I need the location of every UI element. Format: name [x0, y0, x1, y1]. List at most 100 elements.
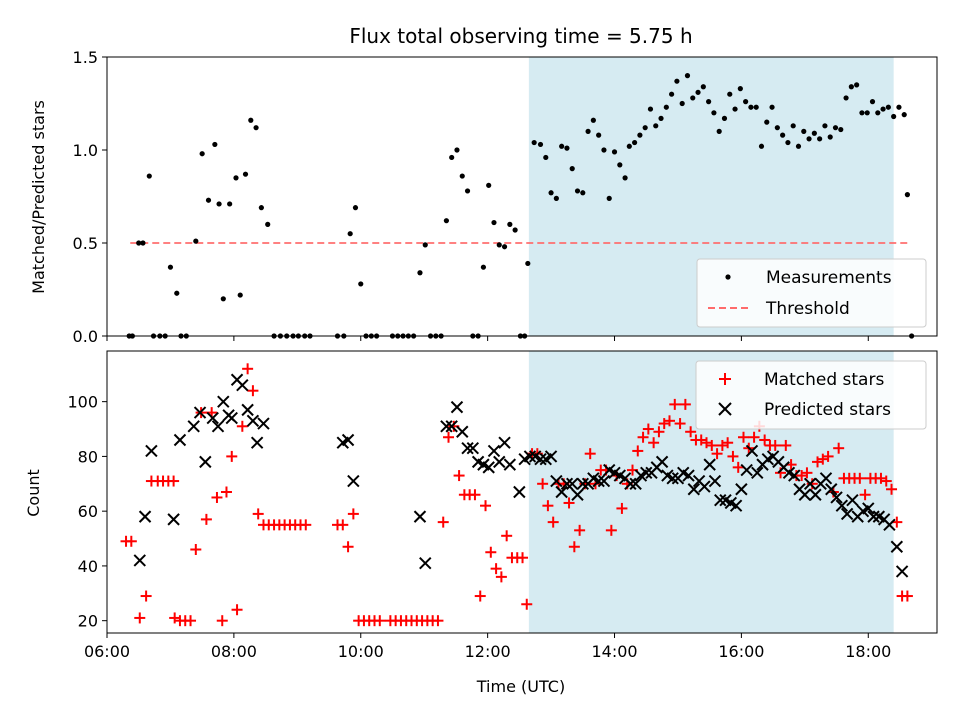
- measurement-point: [653, 123, 659, 129]
- x-tick-label: 10:00: [338, 642, 384, 661]
- matched-star-point: [801, 467, 813, 479]
- predicted-star-point: [173, 433, 187, 447]
- predicted-star-point: [445, 420, 458, 433]
- measurement-point: [590, 117, 596, 123]
- measurement-point: [838, 126, 844, 133]
- matched-star-point: [342, 541, 354, 553]
- measurement-point: [795, 143, 802, 149]
- predicted-star-point: [890, 540, 904, 553]
- legend-matched-marker: [719, 373, 731, 385]
- measurement-point: [543, 154, 549, 161]
- predicted-star-point: [225, 411, 238, 425]
- matched-star-point: [469, 489, 481, 501]
- matched-star-point: [236, 420, 248, 432]
- measurement-point: [827, 134, 833, 140]
- measurement-point: [167, 264, 174, 270]
- measurement-point: [711, 110, 717, 116]
- matched-star-point: [711, 448, 723, 460]
- measurement-point: [880, 106, 886, 112]
- matched-star-point: [169, 612, 181, 624]
- predicted-star-point: [592, 474, 605, 488]
- matched-star-point: [247, 385, 259, 397]
- measurement-point: [507, 221, 513, 227]
- measurement-point: [632, 139, 638, 146]
- measurement-point: [358, 281, 364, 287]
- matched-star-point: [574, 524, 586, 536]
- measurement-point: [642, 125, 648, 131]
- matched-star-point: [854, 472, 866, 484]
- top-y-tick-label: 0.5: [73, 234, 98, 253]
- matched-star-point: [806, 478, 818, 490]
- matched-star-point: [738, 431, 750, 443]
- predicted-star-point: [487, 444, 501, 458]
- measurement-point: [822, 123, 828, 129]
- matched-star-point: [216, 615, 228, 627]
- matched-star-point: [542, 500, 554, 512]
- measurement-point: [737, 86, 743, 92]
- measurement-point: [622, 175, 628, 181]
- measurement-point: [512, 227, 518, 233]
- matched-star-point: [252, 508, 264, 520]
- matched-star-point: [780, 439, 792, 451]
- measurement-point: [248, 117, 254, 123]
- matched-star-point: [474, 590, 486, 602]
- measurement-point: [743, 99, 749, 105]
- measurement-point: [904, 192, 910, 198]
- matched-star-point: [521, 598, 533, 610]
- measurement-point: [753, 104, 759, 110]
- bottom-y-tick-label: 100: [67, 393, 98, 412]
- measurement-point: [237, 292, 243, 298]
- measurement-point: [352, 205, 359, 211]
- legend-matched-label: Matched stars: [764, 370, 884, 390]
- matched-star-point: [859, 489, 871, 501]
- matched-star-point: [495, 571, 507, 583]
- measurement-point: [569, 166, 575, 172]
- measurement-point: [265, 221, 271, 227]
- predicted-star-point: [341, 433, 355, 447]
- measurement-point: [258, 205, 264, 211]
- predicted-star-point: [461, 441, 474, 455]
- measurement-point: [491, 219, 497, 226]
- predicted-star-point: [138, 510, 152, 523]
- predicted-star-point: [187, 420, 200, 433]
- measurement-point: [253, 125, 259, 131]
- predicted-star-point: [133, 554, 146, 567]
- predicted-star-point: [246, 414, 260, 428]
- predicted-star-point: [682, 469, 695, 482]
- measurement-point: [637, 132, 643, 138]
- predicted-star-point: [867, 510, 880, 523]
- matched-star-point: [200, 513, 212, 525]
- matched-star-point: [822, 450, 834, 462]
- predicted-star-point: [560, 477, 574, 490]
- predicted-star-point: [640, 466, 653, 480]
- predicted-star-point: [413, 510, 427, 523]
- measurement-point: [801, 128, 807, 134]
- measurement-point: [611, 149, 618, 155]
- predicted-star-point: [835, 499, 849, 512]
- predicted-star-point: [846, 494, 859, 507]
- bottom-legend-box: [695, 360, 927, 430]
- measurement-point: [501, 244, 508, 250]
- matched-star-point: [637, 431, 649, 443]
- predicted-star-point: [206, 411, 219, 425]
- top-y-tick-label: 1.0: [73, 141, 98, 160]
- matched-star-point: [759, 434, 771, 446]
- predicted-star-point: [830, 491, 843, 504]
- matched-star-point: [185, 615, 197, 627]
- predicted-star-point: [167, 513, 180, 526]
- measurement-point: [785, 139, 791, 146]
- predicted-star-point: [655, 455, 669, 469]
- matched-star-point: [663, 415, 675, 427]
- top-legend: Measurements Threshold: [696, 258, 927, 328]
- x-tick-label: 18:00: [845, 642, 891, 661]
- predicted-star-point: [862, 502, 875, 515]
- matched-star-point: [563, 497, 575, 509]
- measurement-point: [700, 84, 706, 90]
- x-tick-label: 14:00: [591, 642, 637, 661]
- predicted-star-point: [629, 477, 642, 490]
- measurement-point: [848, 84, 854, 90]
- matched-star-point: [168, 475, 180, 487]
- predicted-star-point: [466, 441, 480, 455]
- measurement-point: [663, 104, 669, 110]
- bottom-y-tick-label: 20: [78, 612, 98, 631]
